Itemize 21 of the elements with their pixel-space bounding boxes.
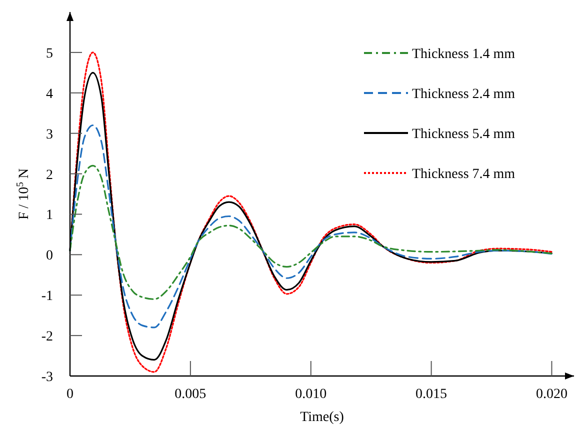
- y-tick-label: 5: [46, 46, 53, 62]
- x-axis-title: Time(s): [300, 410, 344, 425]
- y-tick-label: 4: [46, 86, 53, 102]
- y-tick-label: 1: [46, 208, 53, 224]
- x-tick-label: 0.020: [536, 387, 568, 402]
- x-tick-label: 0: [66, 387, 74, 402]
- x-tick-label: 0.005: [174, 387, 206, 402]
- line-series: [69, 124, 553, 328]
- legend-label: Thickness 1.4 mm: [412, 47, 516, 62]
- legend-label: Thickness 5.4 mm: [412, 127, 516, 142]
- x-tick-label: 0.010: [295, 387, 327, 402]
- line-series: [69, 164, 553, 300]
- x-tick-label: 0.015: [416, 387, 448, 402]
- y-tick-label: 2: [46, 168, 53, 183]
- y-tick-label: -2: [41, 330, 53, 345]
- y-tick-label: 3: [46, 127, 53, 142]
- legend-label: Thickness 7.4 mm: [412, 167, 516, 182]
- legend-label: Thickness 2.4 mm: [412, 87, 516, 102]
- y-tick-label: -1: [41, 289, 53, 304]
- y-tick-label: -3: [41, 370, 53, 385]
- y-tick-label: 0: [46, 248, 53, 264]
